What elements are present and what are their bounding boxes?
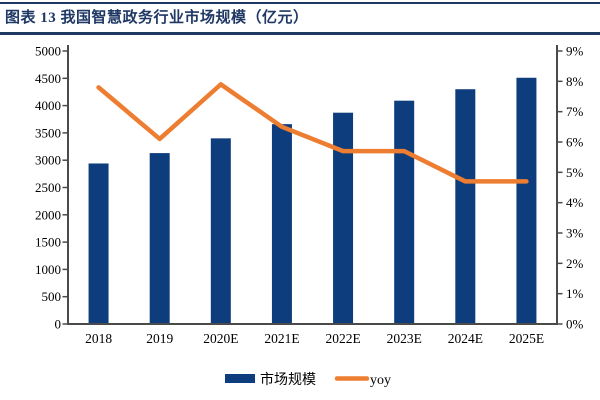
- bar-2018: [88, 163, 109, 323]
- header-rule-bottom: [0, 32, 600, 35]
- bar-2019: [149, 153, 170, 323]
- x-axis-label-2018: 2018: [85, 331, 112, 346]
- left-axis-tick-label: 1000: [35, 262, 61, 277]
- x-axis-label-2019: 2019: [146, 331, 173, 346]
- right-axis-tick-label: 1%: [566, 286, 584, 301]
- left-axis-tick-label: 3500: [35, 125, 61, 140]
- legend-label-market-size: 市场规模: [260, 371, 316, 388]
- left-axis-tick-label: 1500: [35, 235, 61, 250]
- right-axis-tick-label: 3%: [566, 226, 584, 241]
- right-axis-tick-label: 6%: [566, 135, 584, 150]
- x-axis-label-2025E: 2025E: [509, 331, 544, 346]
- right-axis-tick-label: 9%: [566, 44, 584, 59]
- right-axis-tick-label: 8%: [566, 74, 584, 89]
- x-axis-label-2021E: 2021E: [264, 331, 299, 346]
- x-axis-label-2023E: 2023E: [387, 331, 422, 346]
- bar-2021E: [271, 124, 292, 323]
- bar-2022E: [333, 112, 354, 323]
- figure-header: 图表 13 我国智慧政务行业市场规模（亿元）: [0, 2, 600, 35]
- left-axis-tick-label: 2000: [35, 207, 61, 222]
- right-axis-tick-label: 2%: [566, 256, 584, 271]
- bar-2025E: [516, 77, 537, 323]
- combo-chart: 0 500 1000 1500 2000 2500 3000 3500 4000 4500 5000…: [0, 35, 600, 399]
- left-axis-tick-label: 5000: [35, 44, 61, 59]
- right-axis-tick-label: 0%: [566, 317, 584, 332]
- x-axis-label-2020E: 2020E: [203, 331, 238, 346]
- bar-2024E: [455, 89, 476, 323]
- bar-2020E: [210, 138, 231, 323]
- yoy-line: [96, 82, 529, 184]
- left-axis-tick-label: 500: [42, 289, 62, 304]
- legend-label-yoy: yoy: [370, 373, 391, 388]
- right-axis-tick-label: 7%: [566, 104, 584, 119]
- header-rule-top: [0, 2, 600, 4]
- figure-title: 图表 13 我国智慧政务行业市场规模（亿元）: [5, 10, 309, 26]
- left-axis-tick-label: 4000: [35, 98, 61, 113]
- x-axis-label-2024E: 2024E: [448, 331, 483, 346]
- right-axis-tick-label: 5%: [566, 165, 584, 180]
- legend-marker-bar: [225, 374, 255, 383]
- left-axis-tick-label: 3000: [35, 153, 61, 168]
- chart-canvas: 0 500 1000 1500 2000 2500 3000 3500 4000 4500 5000…: [35, 44, 584, 389]
- left-axis-tick-label: 0: [55, 317, 62, 332]
- bar-2023E: [394, 100, 415, 323]
- right-axis-tick-label: 4%: [566, 195, 584, 210]
- left-axis-tick-label: 2500: [35, 180, 61, 195]
- left-axis-tick-label: 4500: [35, 71, 61, 86]
- x-axis-label-2022E: 2022E: [325, 331, 360, 346]
